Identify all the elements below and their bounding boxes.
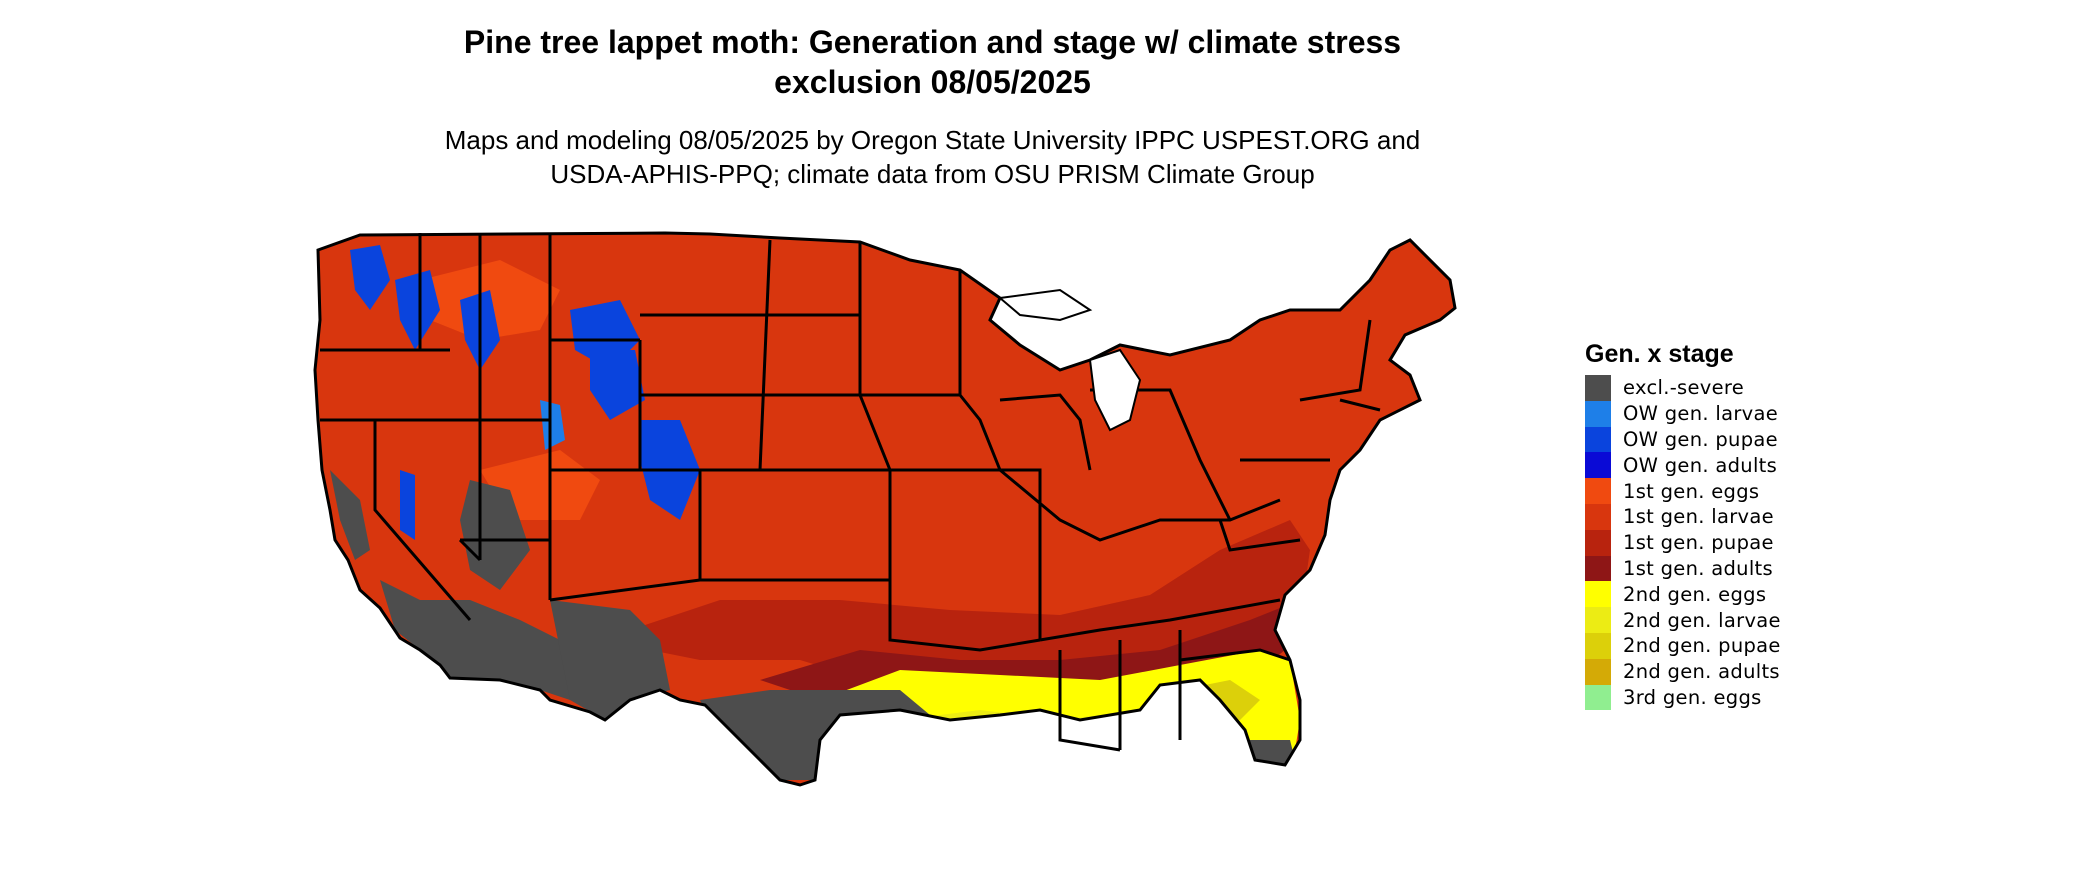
lake-michigan [1088, 348, 1142, 432]
lake-superior [997, 288, 1093, 322]
state-boundaries [313, 231, 1457, 787]
region-excl-nevada [460, 480, 530, 590]
region-1st-gen-pupae [600, 520, 1310, 690]
legend-item: 2nd gen. larvae [1585, 607, 1781, 633]
legend-swatch [1585, 684, 1611, 711]
legend-label: OW gen. larvae [1623, 402, 1779, 426]
legend: Gen. x stage excl.-severe OW gen. larvae O… [1585, 340, 1781, 711]
region-ow-pupae-nw [395, 270, 440, 350]
map-subtitle-line-2: USDA-APHIS-PPQ; climate data from OSU PR… [550, 159, 1315, 189]
region-ow-pupae-sierra [400, 470, 415, 540]
legend-swatch [1585, 400, 1611, 427]
legend-label: 3rd gen. eggs [1623, 685, 1762, 709]
legend-swatch [1585, 452, 1611, 479]
map-title-line-2: exclusion 08/05/2025 [774, 64, 1091, 100]
legend-label: 1st gen. eggs [1623, 479, 1760, 503]
map-title: Pine tree lappet moth: Generation and st… [300, 22, 1565, 102]
legend-swatch [1585, 607, 1611, 633]
legend-label: 1st gen. adults [1623, 556, 1773, 580]
legend-label: 2nd gen. larvae [1623, 608, 1781, 632]
legend-label: 2nd gen. eggs [1623, 582, 1767, 606]
legend-item: 2nd gen. pupae [1585, 632, 1781, 659]
us-stage-map [313, 231, 1457, 787]
legend-label: 2nd gen. adults [1623, 660, 1780, 684]
legend-swatch [1585, 658, 1611, 685]
legend-item: 3rd gen. eggs [1585, 684, 1781, 711]
legend-swatch [1585, 426, 1611, 453]
legend-item: 1st gen. larvae [1585, 503, 1781, 530]
legend-label: 1st gen. pupae [1623, 531, 1774, 555]
map-stage-regions [315, 233, 1455, 785]
legend-label: 2nd gen. pupae [1623, 634, 1781, 658]
legend-item: OW gen. adults [1585, 452, 1781, 479]
legend-item: excl.-severe [1585, 375, 1781, 401]
legend-label: OW gen. adults [1623, 453, 1778, 477]
legend-item: 1st gen. eggs [1585, 478, 1781, 504]
legend-item: 1st gen. adults [1585, 555, 1781, 582]
legend-label: excl.-severe [1623, 376, 1745, 400]
region-excl-louisiana [1120, 745, 1200, 785]
region-excl-coast [330, 470, 370, 560]
legend-item: OW gen. pupae [1585, 426, 1781, 453]
legend-swatch [1585, 581, 1611, 608]
legend-items: excl.-severe OW gen. larvae OW gen. pupae O… [1585, 375, 1781, 711]
legend-swatch [1585, 503, 1611, 530]
legend-item: 1st gen. pupae [1585, 529, 1781, 556]
region-excl-arizona [550, 600, 670, 720]
legend-swatch [1585, 632, 1611, 659]
legend-swatch [1585, 529, 1611, 556]
legend-title: Gen. x stage [1585, 340, 1734, 368]
region-ow-pupae-wyoming [590, 350, 645, 420]
legend-label: 1st gen. larvae [1623, 505, 1774, 529]
map-title-line-1: Pine tree lappet moth: Generation and st… [463, 24, 1402, 60]
legend-swatch [1585, 555, 1611, 582]
map-subtitle: Maps and modeling 08/05/2025 by Oregon S… [300, 123, 1565, 191]
legend-item: OW gen. larvae [1585, 400, 1781, 427]
legend-label: OW gen. pupae [1623, 427, 1778, 451]
region-ow-pupae-cascades [350, 245, 390, 310]
legend-swatch [1585, 478, 1611, 504]
legend-item: 2nd gen. eggs [1585, 581, 1781, 608]
map-subtitle-line-1: Maps and modeling 08/05/2025 by Oregon S… [444, 125, 1421, 155]
legend-item: 2nd gen. adults [1585, 658, 1781, 685]
region-excl-california [380, 580, 580, 700]
region-ow-larvae-utah [540, 400, 565, 450]
legend-swatch [1585, 375, 1611, 401]
